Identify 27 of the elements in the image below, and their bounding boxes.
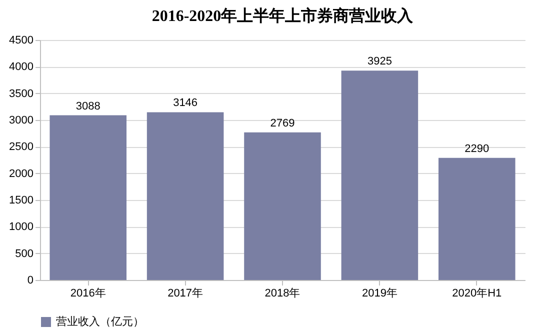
legend-label: 营业收入（亿元） <box>56 315 144 328</box>
x-tick-label: 2019年 <box>362 288 398 300</box>
y-tick-label: 1000 <box>9 221 34 234</box>
x-tick-label: 2016年 <box>70 288 106 300</box>
y-tick-label: 2000 <box>9 168 34 180</box>
y-tick-label: 2500 <box>9 141 34 154</box>
x-tick-label: 2020年H1 <box>452 288 502 300</box>
bar <box>438 158 516 280</box>
y-tick-label: 4500 <box>9 34 34 46</box>
data-label: 2290 <box>464 142 490 155</box>
data-label: 3146 <box>173 97 198 110</box>
bar <box>146 112 224 280</box>
x-tick-label: 2017年 <box>168 288 204 300</box>
y-tick-label: 3500 <box>9 88 34 100</box>
data-label: 3088 <box>76 100 100 112</box>
bar <box>244 132 321 280</box>
y-tick-label: 0 <box>27 274 34 286</box>
y-tick-label: 1500 <box>9 194 34 206</box>
bar <box>341 70 418 280</box>
bar <box>50 115 127 280</box>
y-tick-label: 3000 <box>9 114 34 126</box>
data-label: 3925 <box>367 56 392 68</box>
y-tick-label: 500 <box>15 248 34 260</box>
data-label: 2769 <box>270 117 295 130</box>
chart-title: 2016-2020年上半年上市券商营业收入 <box>152 7 414 25</box>
x-tick-label: 2018年 <box>264 288 300 300</box>
y-tick-label: 4000 <box>9 61 34 74</box>
